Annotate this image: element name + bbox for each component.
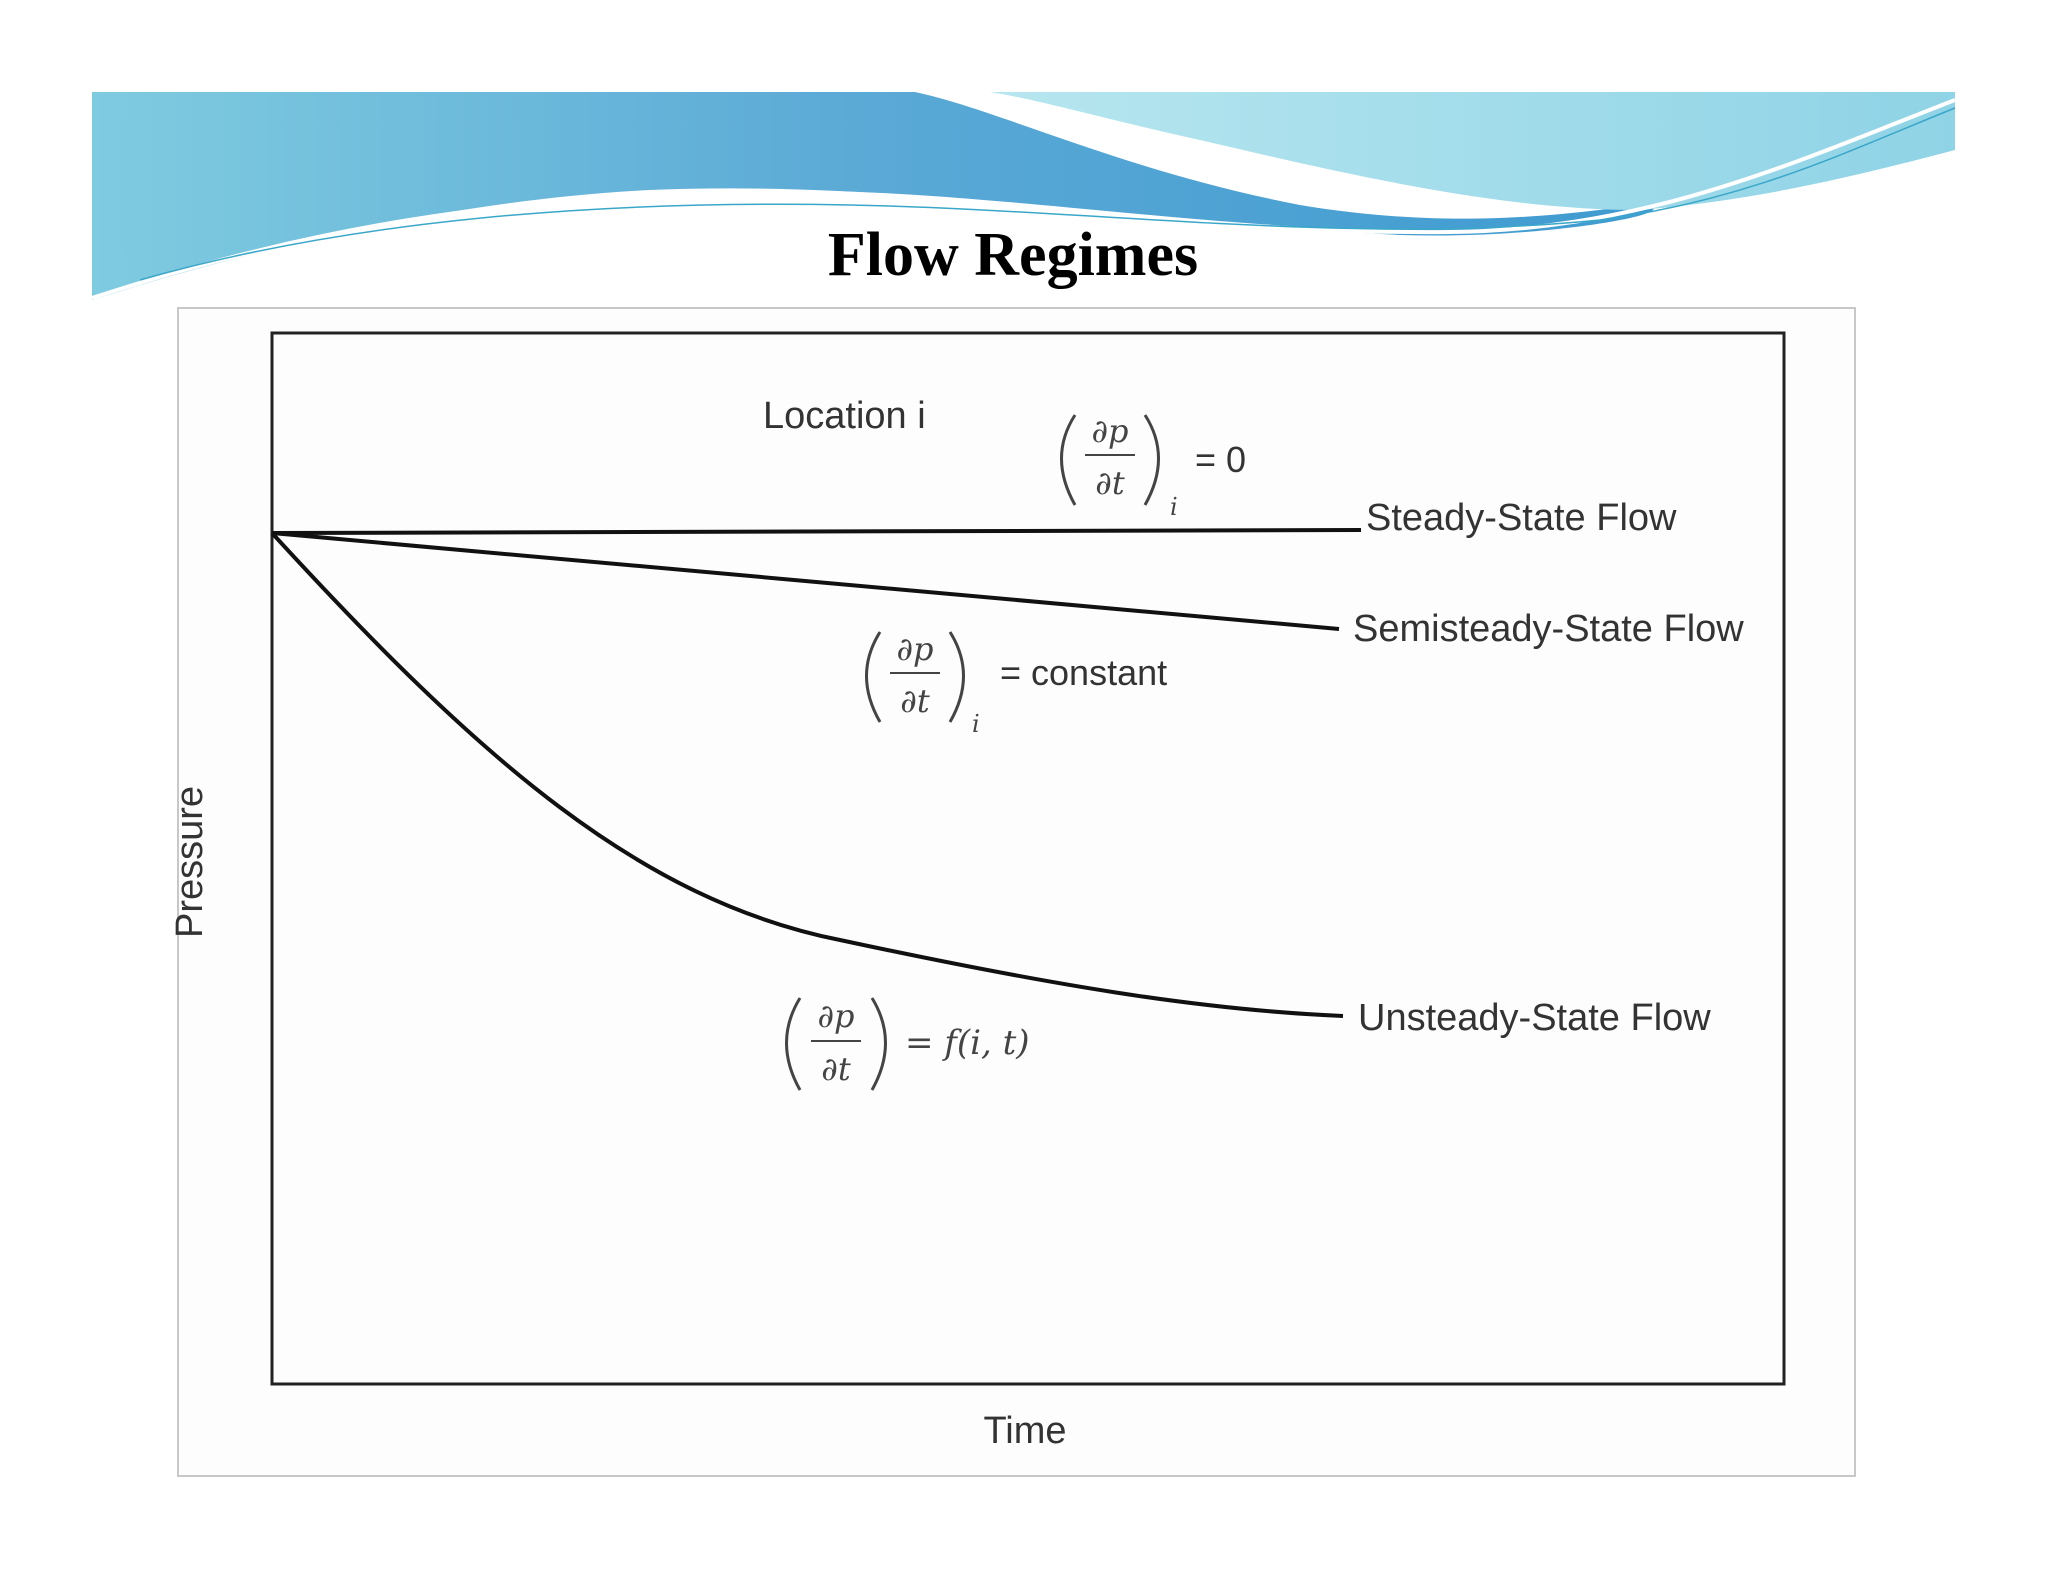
eq-numerator: ∂p: [896, 630, 933, 668]
location-label: Location i: [763, 395, 926, 437]
eq-numerator: ∂p: [817, 997, 854, 1035]
equation: ∂p ∂t i = 0: [1060, 412, 1246, 521]
eq-denominator: ∂t: [900, 682, 930, 720]
banner: [91, 92, 1956, 300]
eq-denominator: ∂t: [821, 1050, 851, 1088]
semisteady-curve: [271, 531, 1340, 631]
eq-subscript: i: [1170, 493, 1178, 521]
plot-box: [270, 331, 1786, 1386]
eq-denominator: ∂t: [1095, 464, 1125, 502]
figure-frame: [177, 307, 1856, 1477]
curve-label: Steady-State Flow: [1366, 497, 1677, 539]
curves: [270, 528, 1362, 1018]
equation: ∂p ∂t i = constant: [865, 630, 1167, 738]
eq-subscript: i: [972, 710, 980, 738]
curve-label: Semisteady-State Flow: [1353, 608, 1744, 650]
unsteady-curve: [270, 531, 1344, 1018]
eq-rhs: = 0: [1195, 439, 1246, 480]
y-axis-label: Pressure: [169, 786, 211, 938]
x-axis-label: Time: [983, 1410, 1066, 1452]
steady-curve: [271, 528, 1362, 535]
curve-label: Unsteady-State Flow: [1358, 997, 1711, 1039]
equation: ∂p ∂t = f(i, t): [785, 997, 1030, 1091]
eq-numerator: ∂p: [1091, 412, 1128, 450]
slide-title: Flow Regimes: [828, 221, 1198, 289]
eq-rhs: = f(i, t): [905, 1023, 1030, 1063]
eq-rhs: = constant: [1000, 652, 1167, 693]
